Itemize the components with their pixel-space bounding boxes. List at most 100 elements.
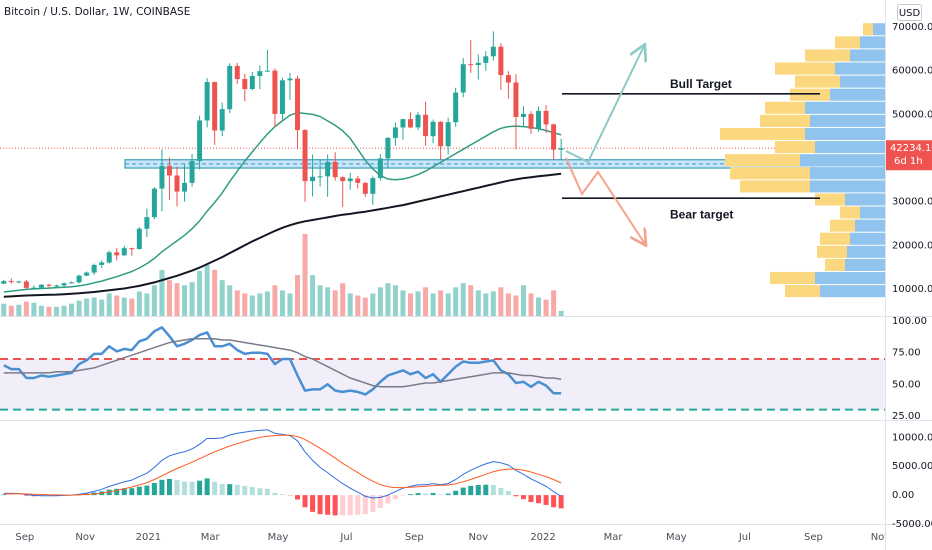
candle-body bbox=[23, 281, 29, 288]
volume-bar bbox=[513, 295, 519, 316]
candle-body bbox=[385, 137, 391, 159]
profile-up bbox=[840, 75, 885, 88]
candle-body bbox=[31, 287, 37, 289]
candle-body bbox=[407, 119, 413, 128]
profile-up bbox=[847, 245, 885, 258]
candle-body bbox=[249, 75, 255, 90]
profile-up bbox=[860, 206, 885, 219]
profile-down bbox=[770, 271, 815, 285]
volume-bar bbox=[212, 269, 218, 316]
volume-bar bbox=[121, 297, 127, 316]
plot-layer: Bull Target Bear target bbox=[0, 23, 886, 516]
y-tick-label: 10000.00 bbox=[892, 284, 932, 295]
chart-title: Bitcoin / U.S. Dollar, 1W, COINBASE bbox=[4, 6, 190, 18]
candle-body bbox=[38, 284, 44, 288]
currency-box bbox=[897, 4, 922, 21]
y-tick-label: 100.00 bbox=[892, 316, 927, 327]
volume-bar bbox=[340, 283, 346, 316]
candle-body bbox=[204, 82, 210, 121]
histogram-bar bbox=[302, 495, 308, 508]
profile-up bbox=[815, 141, 885, 154]
profile-up bbox=[860, 36, 885, 49]
histogram-bar bbox=[355, 495, 361, 515]
band-fill bbox=[0, 359, 885, 410]
candle-body bbox=[392, 127, 398, 138]
volume-bar bbox=[257, 293, 263, 316]
candle-body bbox=[151, 188, 157, 218]
volume-bar bbox=[174, 283, 180, 316]
candle-body bbox=[513, 82, 519, 117]
histogram-bar bbox=[272, 492, 278, 496]
volume-bar bbox=[91, 297, 97, 316]
profile-up bbox=[873, 23, 885, 36]
x-tick-label: Sep bbox=[405, 532, 424, 543]
profile-down bbox=[815, 193, 845, 206]
histogram-bar bbox=[219, 484, 225, 496]
candle-body bbox=[121, 248, 127, 256]
candle-body bbox=[453, 92, 459, 123]
histogram-bar bbox=[136, 486, 142, 496]
histogram-bar bbox=[242, 485, 248, 496]
profile-up bbox=[810, 167, 885, 180]
series-line bbox=[3, 429, 562, 499]
histogram-bar bbox=[385, 495, 391, 504]
candle-body bbox=[76, 275, 82, 283]
profile-up bbox=[805, 127, 885, 141]
volume-bar bbox=[76, 300, 82, 316]
histogram-bar bbox=[310, 495, 316, 512]
volume-bar bbox=[8, 305, 14, 316]
candle-body bbox=[136, 228, 142, 250]
profile-down bbox=[830, 219, 855, 232]
volume-bar bbox=[325, 287, 331, 316]
volume-bar bbox=[423, 287, 429, 316]
candle-body bbox=[483, 56, 489, 63]
candle-body bbox=[423, 114, 429, 137]
histogram-bar bbox=[362, 495, 368, 515]
profile-down bbox=[820, 232, 850, 245]
histogram-bar bbox=[370, 495, 376, 512]
candle-body bbox=[242, 79, 248, 90]
volume-bar bbox=[407, 293, 413, 316]
candle-body bbox=[475, 62, 481, 66]
histogram-bar bbox=[407, 494, 413, 496]
profile-up bbox=[810, 114, 885, 127]
histogram-bar bbox=[249, 487, 255, 496]
profile-up bbox=[850, 232, 885, 245]
volume-bar bbox=[197, 270, 203, 316]
x-tick-label: Mar bbox=[201, 532, 221, 543]
x-tick-label: Nov bbox=[75, 532, 95, 543]
profile-up bbox=[805, 101, 885, 114]
histogram-bar bbox=[1, 494, 7, 496]
profile-down bbox=[795, 75, 840, 88]
volume-bar bbox=[84, 298, 90, 316]
volume-bar bbox=[166, 280, 172, 316]
y-tick-label: -5000.00 bbox=[892, 519, 932, 530]
histogram-bar bbox=[513, 495, 519, 497]
volume-bar bbox=[445, 293, 451, 316]
y-tick-label: 25.00 bbox=[892, 411, 921, 422]
histogram-bar bbox=[468, 485, 474, 496]
volume-bar bbox=[219, 280, 225, 316]
histogram-bar bbox=[528, 495, 534, 503]
x-tick-label: 2022 bbox=[530, 532, 555, 543]
volume-bar bbox=[272, 285, 278, 316]
histogram-bar bbox=[166, 478, 172, 496]
histogram-bar bbox=[483, 484, 489, 496]
volume-bar bbox=[182, 285, 188, 316]
candle-body bbox=[8, 281, 14, 283]
volume-bar bbox=[249, 295, 255, 316]
histogram-bar bbox=[325, 495, 331, 515]
volume-bar bbox=[69, 303, 75, 316]
candle-body bbox=[46, 284, 52, 286]
candle-body bbox=[272, 70, 278, 114]
volume-bar bbox=[468, 285, 474, 316]
x-tick-label: May bbox=[666, 532, 687, 543]
volume-bar bbox=[483, 293, 489, 316]
candle-body bbox=[182, 182, 188, 192]
currency: USD bbox=[899, 8, 921, 19]
candle-body bbox=[438, 121, 444, 147]
volume-bar bbox=[317, 285, 323, 316]
histogram-bar bbox=[234, 484, 240, 496]
histogram-bar bbox=[415, 493, 421, 496]
profile-down bbox=[790, 88, 830, 101]
